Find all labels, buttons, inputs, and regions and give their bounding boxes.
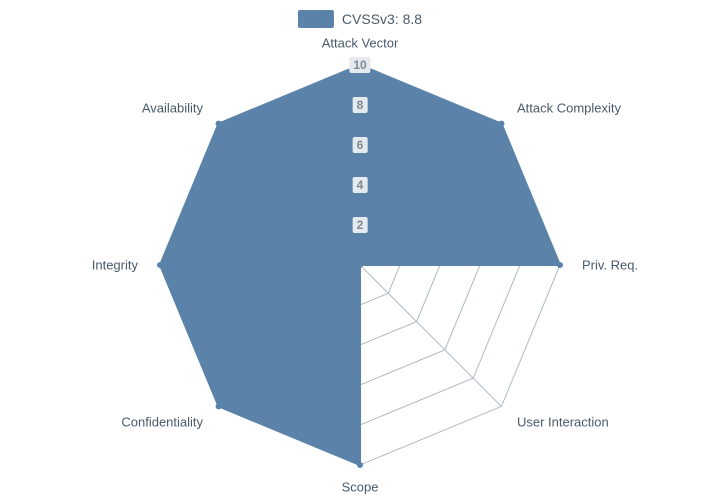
radar-chart: CVSSv3: 8.8 Attack Vector Attack Complexi… <box>0 0 720 504</box>
axis-label: Attack Vector <box>322 36 399 51</box>
tick-label: 10 <box>349 57 370 73</box>
axis-label: Scope <box>342 480 379 495</box>
radar-svg <box>0 0 720 504</box>
tick-label: 2 <box>353 217 368 233</box>
axis-label: Priv. Req. <box>582 258 638 273</box>
axis-label: Confidentiality <box>121 414 203 429</box>
tick-label: 8 <box>353 97 368 113</box>
tick-label: 4 <box>353 177 368 193</box>
axis-label: Availability <box>142 101 203 116</box>
chart-legend[interactable]: CVSSv3: 8.8 <box>298 10 422 28</box>
tick-label: 6 <box>353 137 368 153</box>
legend-label: CVSSv3: 8.8 <box>342 11 422 27</box>
legend-swatch <box>298 10 334 28</box>
axis-label: Integrity <box>92 258 138 273</box>
axis-label: Attack Complexity <box>517 101 621 116</box>
axis-label: User Interaction <box>517 414 609 429</box>
